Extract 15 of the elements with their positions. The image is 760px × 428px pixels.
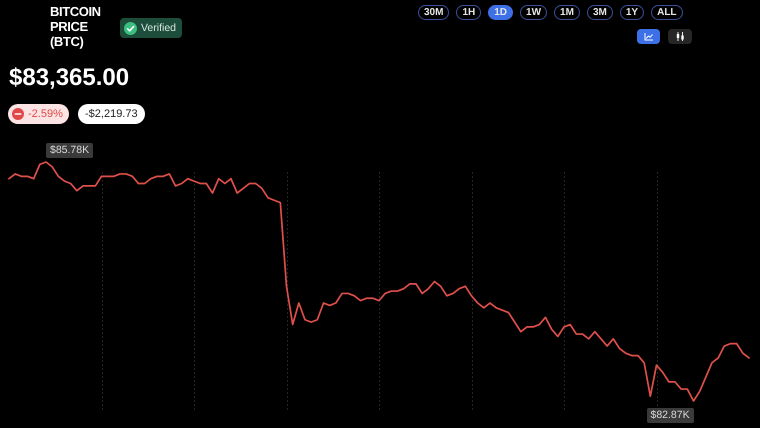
text: 1Y	[620, 5, 644, 20]
text: 1D	[488, 5, 514, 20]
text: ALL	[651, 5, 683, 20]
text: $82.87K	[646, 408, 694, 423]
text: 1M	[554, 5, 580, 20]
text: -2.59%	[28, 108, 63, 120]
text: 30M	[418, 5, 450, 20]
text: 1W	[520, 5, 548, 20]
text: $85.78K	[46, 143, 94, 158]
text: -$2,219.73	[85, 108, 138, 120]
chart-subtitle: $83,365.00	[9, 64, 130, 92]
chart-title: BITCOIN PRICE (BTC)	[50, 4, 102, 49]
text: 3M	[586, 5, 613, 20]
text: Verified	[141, 22, 176, 34]
text: 1H	[456, 5, 482, 20]
